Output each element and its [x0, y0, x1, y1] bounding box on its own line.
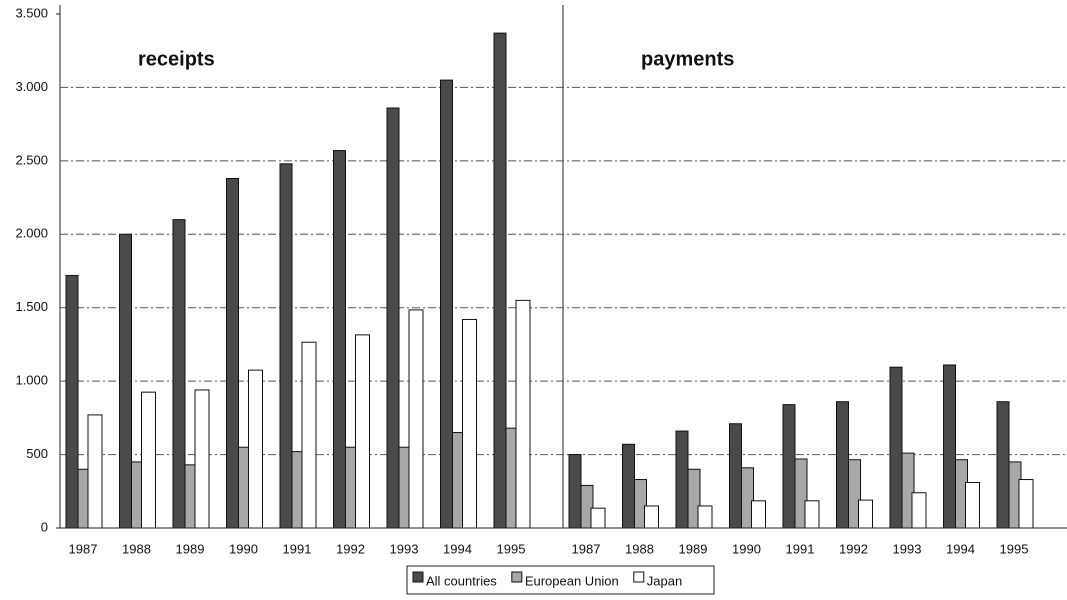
legend-swatch	[511, 571, 523, 583]
bar	[386, 107, 400, 529]
bar	[729, 423, 742, 529]
bar	[248, 369, 263, 529]
legend-box	[406, 565, 715, 595]
panel-title: payments	[641, 48, 734, 70]
x-tick-label: 1990	[732, 541, 761, 556]
panel-title: receipts	[138, 48, 215, 70]
bar	[493, 32, 507, 529]
x-tick-label: 1995	[497, 541, 526, 556]
bar	[119, 233, 132, 529]
y-tick-label: 2.000	[15, 226, 48, 241]
bar	[996, 401, 1010, 529]
x-tick-label: 1989	[679, 541, 708, 556]
y-tick-label: 0	[41, 519, 48, 534]
bar	[568, 454, 582, 529]
y-tick-label: 1.000	[15, 373, 48, 388]
bar	[644, 505, 659, 529]
bar	[1018, 479, 1034, 529]
bar	[462, 318, 477, 529]
x-tick-label: 1989	[176, 541, 205, 556]
x-tick-label: 1990	[229, 541, 258, 556]
x-tick-label: 1991	[283, 541, 312, 556]
bar	[172, 219, 186, 529]
y-tick-label: 500	[26, 446, 48, 461]
legend-swatch	[412, 571, 424, 583]
bar	[858, 499, 873, 529]
bar	[943, 364, 956, 529]
y-tick-label: 3.500	[15, 5, 48, 20]
legend-swatch	[633, 571, 645, 583]
bar	[87, 414, 103, 529]
x-tick-label: 1994	[443, 541, 472, 556]
bar	[301, 341, 317, 529]
bar	[590, 507, 606, 529]
bar	[836, 401, 849, 529]
x-tick-label: 1993	[893, 541, 922, 556]
bar	[408, 309, 424, 529]
bar	[279, 163, 293, 529]
y-tick-label: 3.000	[15, 79, 48, 94]
legend-label: All countries	[426, 573, 497, 588]
x-tick-label: 1991	[786, 541, 815, 556]
x-tick-label: 1987	[69, 541, 98, 556]
x-tick-label: 1988	[625, 541, 654, 556]
bar	[804, 500, 820, 529]
bar	[226, 177, 239, 529]
bar	[194, 389, 210, 529]
bar	[889, 366, 903, 529]
bar	[622, 443, 635, 529]
y-tick-label: 2.500	[15, 152, 48, 167]
bar	[965, 481, 980, 529]
x-tick-label: 1994	[946, 541, 975, 556]
bar	[675, 430, 689, 529]
bar	[355, 334, 370, 529]
bar	[515, 299, 531, 529]
x-tick-label: 1988	[122, 541, 151, 556]
x-tick-label: 1993	[390, 541, 419, 556]
y-tick-label: 1.500	[15, 299, 48, 314]
bar	[782, 404, 796, 529]
bar	[141, 391, 156, 529]
bar	[65, 274, 79, 529]
legend-label: European Union	[525, 573, 619, 588]
bar	[440, 79, 453, 529]
bar	[751, 500, 766, 529]
bar	[697, 505, 713, 529]
x-tick-label: 1992	[839, 541, 868, 556]
x-tick-label: 1992	[336, 541, 365, 556]
bar	[333, 150, 346, 529]
x-tick-label: 1995	[1000, 541, 1029, 556]
x-tick-label: 1987	[572, 541, 601, 556]
legend-label: Japan	[647, 573, 682, 588]
bar	[911, 492, 927, 529]
